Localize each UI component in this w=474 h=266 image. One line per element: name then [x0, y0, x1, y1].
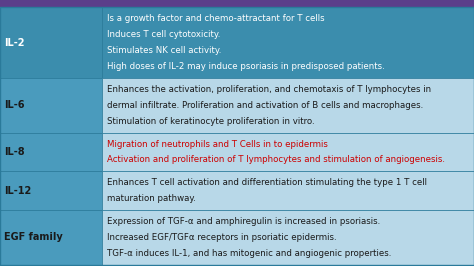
- FancyBboxPatch shape: [0, 210, 102, 265]
- FancyBboxPatch shape: [102, 78, 474, 133]
- Text: Is a growth factor and chemo-attractant for T cells: Is a growth factor and chemo-attractant …: [107, 14, 324, 23]
- FancyBboxPatch shape: [0, 171, 102, 210]
- Text: maturation pathway.: maturation pathway.: [107, 194, 195, 203]
- Text: Induces T cell cytotoxicity.: Induces T cell cytotoxicity.: [107, 30, 220, 39]
- Text: IL-12: IL-12: [4, 186, 31, 196]
- FancyBboxPatch shape: [0, 7, 102, 78]
- FancyBboxPatch shape: [102, 171, 474, 210]
- Text: Increased EGF/TGFα receptors in psoriatic epidermis.: Increased EGF/TGFα receptors in psoriati…: [107, 233, 336, 242]
- FancyBboxPatch shape: [102, 133, 474, 171]
- Text: High doses of IL-2 may induce psoriasis in predisposed patients.: High doses of IL-2 may induce psoriasis …: [107, 62, 384, 71]
- Text: TGF-α induces IL-1, and has mitogenic and angiogenic properties.: TGF-α induces IL-1, and has mitogenic an…: [107, 249, 391, 258]
- FancyBboxPatch shape: [0, 133, 102, 171]
- FancyBboxPatch shape: [102, 210, 474, 265]
- Text: Migration of neutrophils and T Cells in to epidermis: Migration of neutrophils and T Cells in …: [107, 139, 328, 148]
- Text: IL-2: IL-2: [4, 38, 24, 48]
- FancyBboxPatch shape: [0, 78, 102, 133]
- Text: IL-6: IL-6: [4, 100, 24, 110]
- Text: IL-8: IL-8: [4, 147, 25, 157]
- Text: Expression of TGF-α and amphiregulin is increased in psoriasis.: Expression of TGF-α and amphiregulin is …: [107, 217, 380, 226]
- Text: Stimulates NK cell activity.: Stimulates NK cell activity.: [107, 46, 221, 55]
- FancyBboxPatch shape: [102, 7, 474, 78]
- Text: EGF family: EGF family: [4, 232, 63, 242]
- Text: Stimulation of keratinocyte proliferation in vitro.: Stimulation of keratinocyte proliferatio…: [107, 117, 314, 126]
- Text: Activation and proliferation of T lymphocytes and stimulation of angiogenesis.: Activation and proliferation of T lympho…: [107, 155, 445, 164]
- FancyBboxPatch shape: [0, 0, 474, 7]
- Text: Enhances the activation, proliferation, and chemotaxis of T lymphocytes in: Enhances the activation, proliferation, …: [107, 85, 431, 94]
- Text: Enhances T cell activation and differentiation stimulating the type 1 T cell: Enhances T cell activation and different…: [107, 178, 427, 187]
- Text: dermal infiltrate. Proliferation and activation of B cells and macrophages.: dermal infiltrate. Proliferation and act…: [107, 101, 423, 110]
